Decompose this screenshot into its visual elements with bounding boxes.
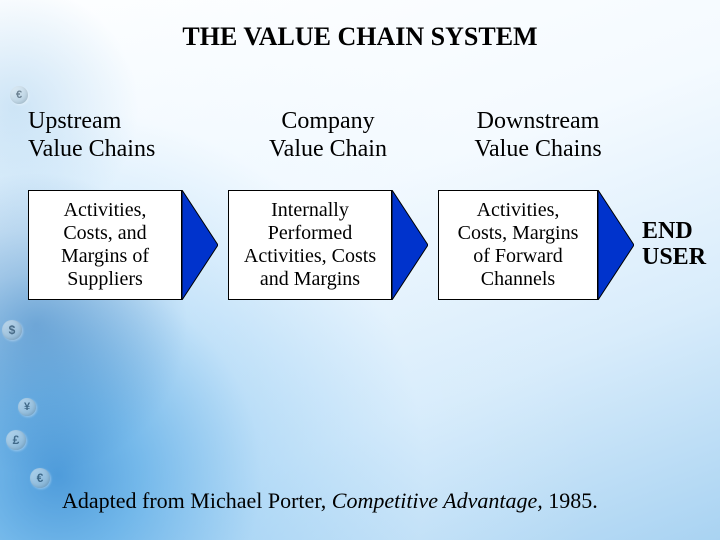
arrow-text-line: Costs, and bbox=[61, 222, 149, 245]
arrow-text-line: and Margins bbox=[244, 268, 376, 291]
footnote: Adapted from Michael Porter, Competitive… bbox=[62, 488, 598, 514]
arrow-text-line: Activities, bbox=[458, 199, 579, 222]
end-user-label: END USER bbox=[642, 218, 706, 271]
column-header: UpstreamValue Chains bbox=[28, 108, 155, 163]
footnote-italic: Competitive Advantage, bbox=[332, 488, 543, 513]
column-header: CompanyValue Chain bbox=[238, 108, 418, 163]
value-chain-arrow: Activities,Costs, Marginsof ForwardChann… bbox=[438, 190, 634, 300]
column-header-line1: Upstream bbox=[28, 108, 121, 134]
value-chain-arrow-text: InternallyPerformedActivities, Costsand … bbox=[229, 190, 391, 300]
arrow-text-line: Costs, Margins bbox=[458, 222, 579, 245]
value-chain-arrow: Activities,Costs, andMargins ofSuppliers bbox=[28, 190, 218, 300]
arrow-text-line: Activities, bbox=[61, 199, 149, 222]
slide: €$¥£€ THE VALUE CHAIN SYSTEM UpstreamVal… bbox=[0, 0, 720, 540]
currency-coin-icon: € bbox=[10, 86, 28, 104]
arrow-text-line: of Forward bbox=[458, 245, 579, 268]
column-header-line2: Value Chain bbox=[269, 136, 387, 162]
end-user-line1: END bbox=[642, 218, 693, 244]
currency-coin-icon: £ bbox=[6, 430, 26, 450]
footnote-suffix: 1985. bbox=[543, 488, 598, 513]
slide-title: THE VALUE CHAIN SYSTEM bbox=[0, 22, 720, 52]
column-header-line1: Company bbox=[281, 108, 374, 134]
arrow-text-line: Internally bbox=[244, 199, 376, 222]
column-header-line1: Downstream bbox=[477, 108, 600, 134]
column-header: DownstreamValue Chains bbox=[448, 108, 628, 163]
arrow-text-line: Performed bbox=[244, 222, 376, 245]
arrow-text-line: Activities, Costs bbox=[244, 245, 376, 268]
column-header-line2: Value Chains bbox=[474, 136, 601, 162]
currency-coin-icon: $ bbox=[2, 320, 22, 340]
arrow-text-line: Channels bbox=[458, 268, 579, 291]
value-chain-arrow-text: Activities,Costs, Marginsof ForwardChann… bbox=[439, 190, 597, 300]
arrow-text-line: Suppliers bbox=[61, 268, 149, 291]
currency-coin-icon: ¥ bbox=[18, 398, 36, 416]
column-header-line2: Value Chains bbox=[28, 136, 155, 162]
arrow-text-line: Margins of bbox=[61, 245, 149, 268]
end-user-line2: USER bbox=[642, 244, 706, 270]
currency-coin-icon: € bbox=[30, 468, 50, 488]
footnote-prefix: Adapted from Michael Porter, bbox=[62, 488, 332, 513]
value-chain-arrow: InternallyPerformedActivities, Costsand … bbox=[228, 190, 428, 300]
value-chain-arrow-text: Activities,Costs, andMargins ofSuppliers bbox=[30, 190, 180, 300]
